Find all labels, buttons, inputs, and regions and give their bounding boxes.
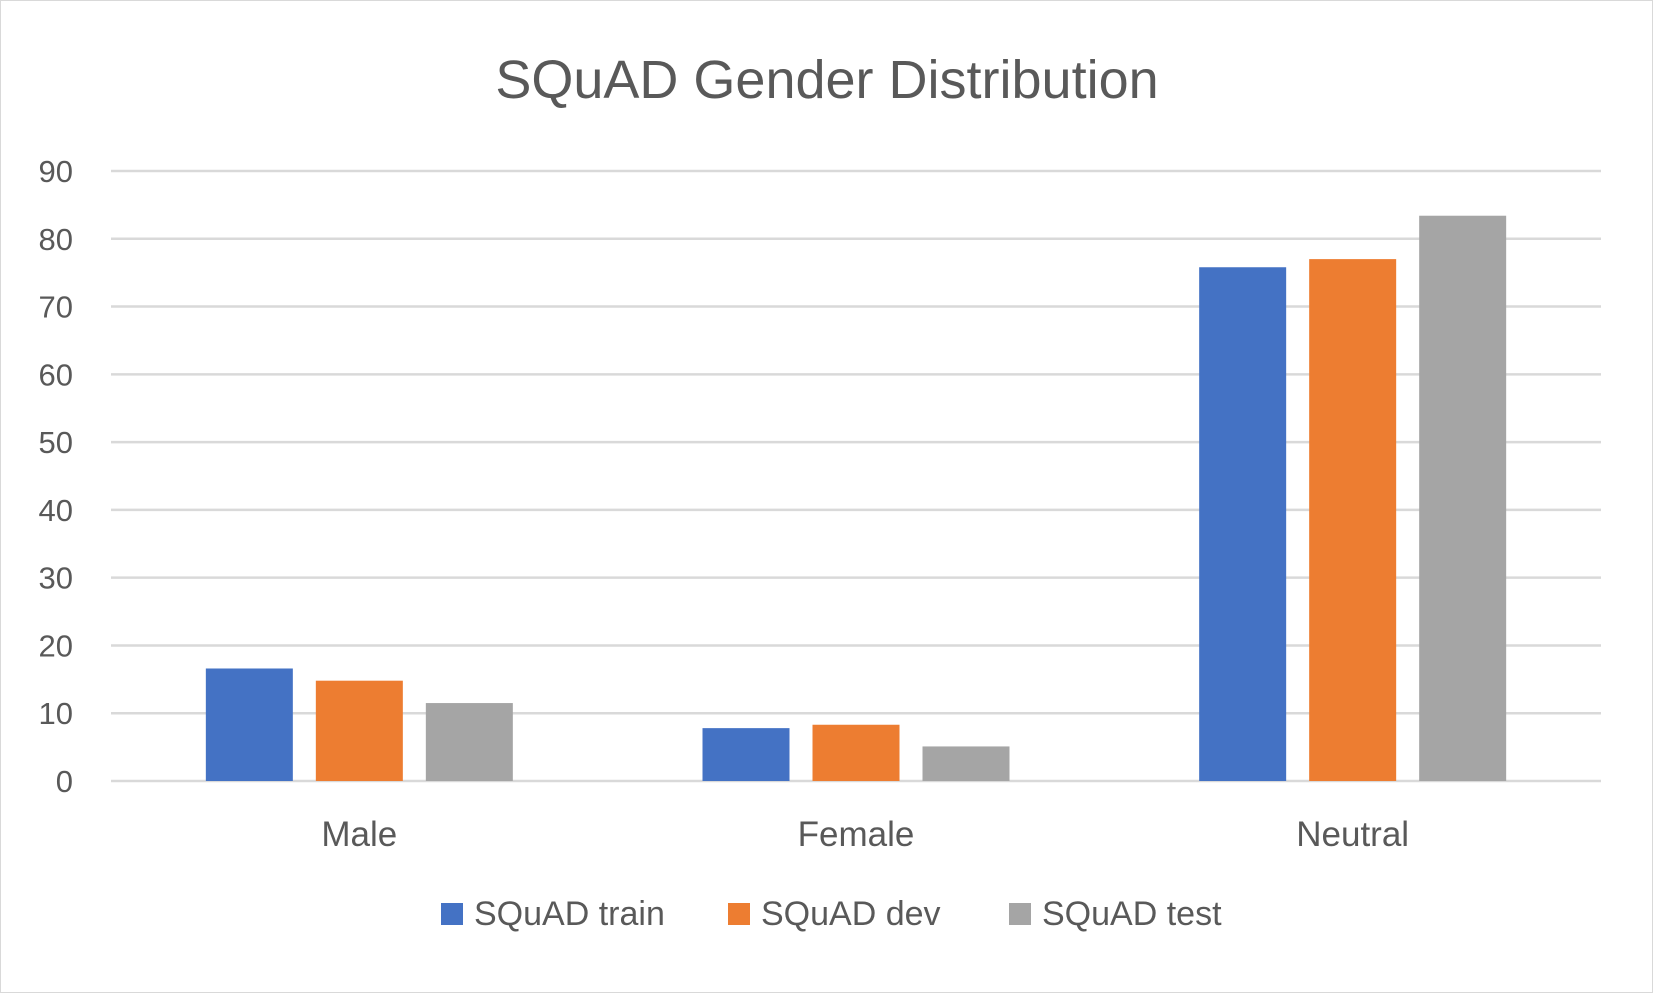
legend: SQuAD train SQuAD dev SQuAD test bbox=[441, 895, 1222, 933]
x-tick-label: Female bbox=[798, 815, 915, 854]
bar-squad-train-neutral bbox=[1199, 267, 1287, 781]
legend-label: SQuAD test bbox=[1042, 895, 1222, 933]
bar-squad-test-female bbox=[922, 746, 1010, 781]
y-tick-label: 60 bbox=[39, 357, 73, 392]
chart-title: SQuAD Gender Distribution bbox=[495, 50, 1158, 110]
y-tick-label: 0 bbox=[56, 764, 73, 799]
y-tick-label: 10 bbox=[39, 696, 73, 731]
x-tick-label: Neutral bbox=[1296, 815, 1409, 854]
bar-squad-test-male bbox=[425, 703, 513, 781]
legend-label: SQuAD train bbox=[474, 895, 665, 933]
bar-squad-train-female bbox=[702, 728, 790, 781]
y-tick-label: 50 bbox=[39, 425, 73, 460]
legend-swatch bbox=[441, 903, 463, 925]
bar-squad-test-neutral bbox=[1419, 215, 1507, 781]
x-tick-label: Male bbox=[321, 815, 397, 854]
y-tick-label: 30 bbox=[39, 561, 73, 596]
y-axis-ticks: 0 10 20 30 40 50 60 70 80 90 bbox=[39, 154, 73, 799]
y-tick-label: 80 bbox=[39, 222, 73, 257]
y-tick-label: 40 bbox=[39, 493, 73, 528]
y-tick-label: 20 bbox=[39, 628, 73, 663]
y-tick-label: 70 bbox=[39, 290, 73, 325]
bar-squad-dev-male bbox=[315, 680, 403, 781]
legend-swatch bbox=[728, 903, 750, 925]
legend-label: SQuAD dev bbox=[761, 895, 941, 933]
bar-squad-dev-neutral bbox=[1309, 259, 1397, 782]
bar-squad-dev-female bbox=[812, 724, 900, 781]
legend-swatch bbox=[1009, 903, 1031, 925]
x-axis-ticks: Male Female Neutral bbox=[321, 815, 1409, 854]
y-tick-label: 90 bbox=[39, 154, 73, 189]
bars bbox=[205, 215, 1507, 782]
bar-squad-train-male bbox=[205, 668, 293, 781]
